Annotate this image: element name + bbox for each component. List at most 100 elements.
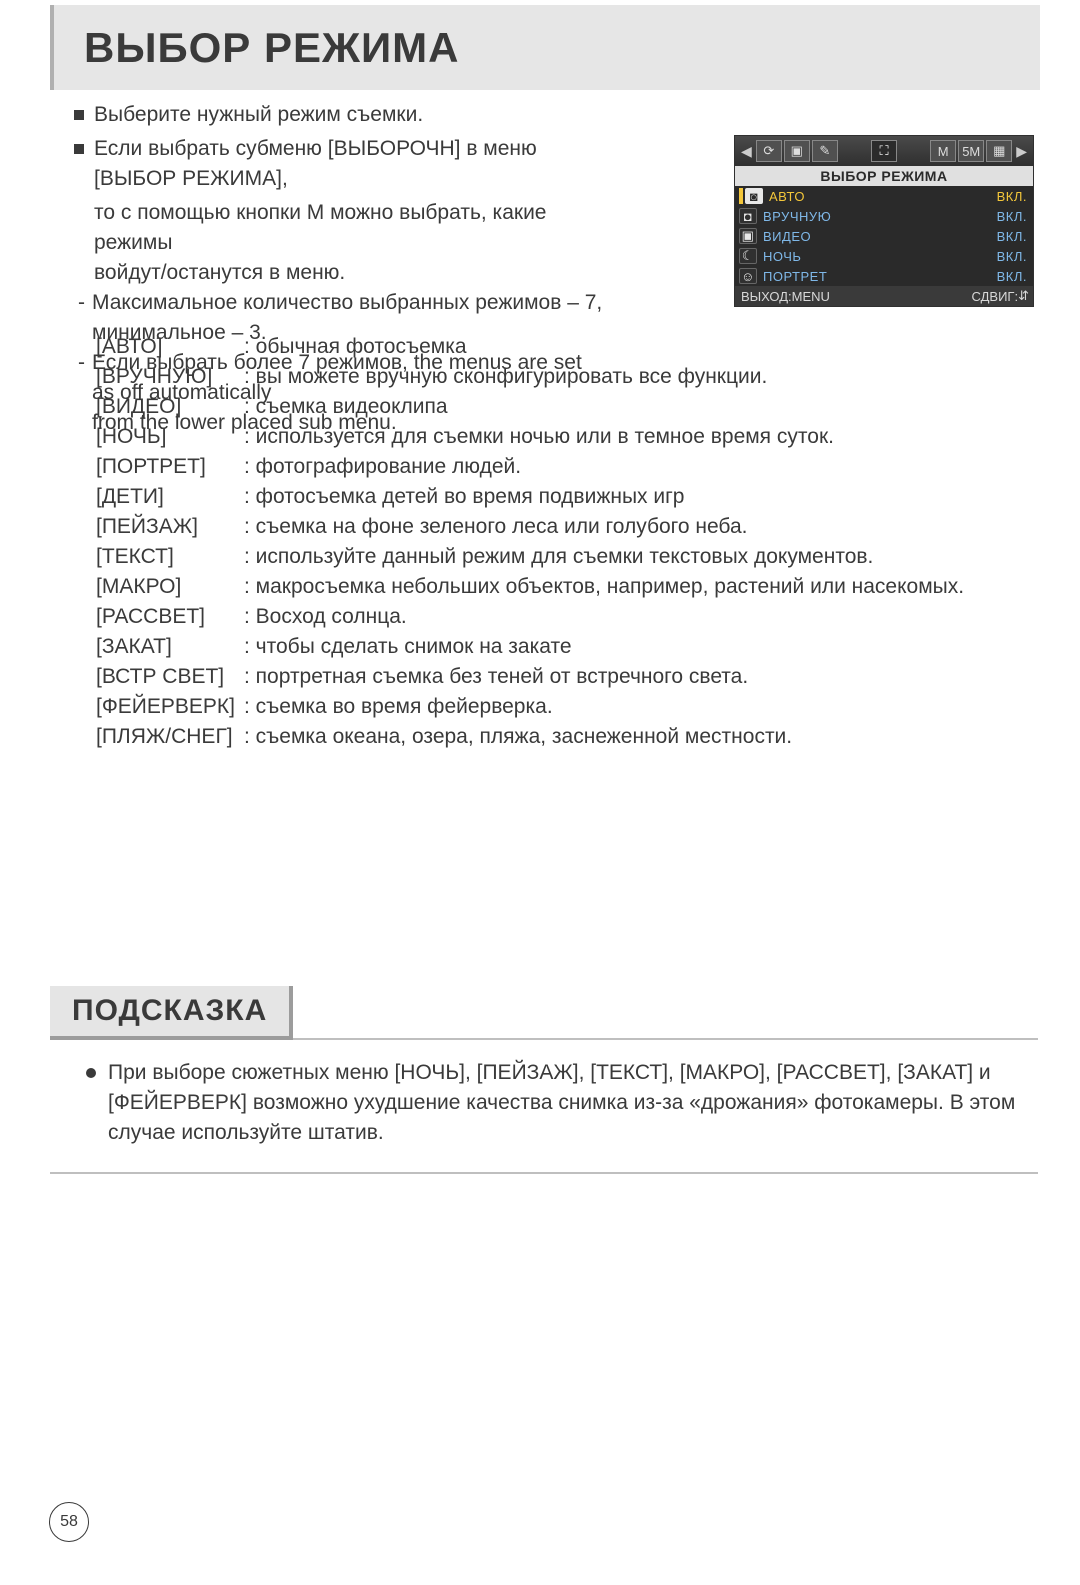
bullet-2: Если выбрать субменю [ВЫБОРОЧН] в меню [… <box>74 134 604 194</box>
osd-tab: ▣ <box>784 140 810 162</box>
mode-desc: : используйте данный режим для съемки те… <box>244 542 1016 572</box>
osd-row: ▣ ВИДЕОВКЛ. <box>735 226 1033 246</box>
osd-row: ◙ АВТОВКЛ. <box>735 186 1033 206</box>
mode-desc: : фотографирование людей. <box>244 452 1016 482</box>
osd-tab-selected: ⛶ <box>871 140 897 162</box>
mode-desc: : Восход солнца. <box>244 602 1016 632</box>
osd-tab: M <box>930 140 956 162</box>
mode-desc: : съемка во время фейерверка. <box>244 692 1016 722</box>
mode-row: [МАКРО]: макросъемка небольших объектов,… <box>96 572 1016 602</box>
osd-mode-icon: ◙ <box>745 188 763 204</box>
mode-desc: : съемка видеоклипа <box>244 392 1016 422</box>
bullet-2-text-c: войдут/останутся в меню. <box>94 258 604 288</box>
modes-list: [АВТО]: обычная фотосъемка[ВРУЧНУЮ]: вы … <box>96 332 1016 752</box>
hint-title: ПОДСКАЗКА <box>50 986 293 1040</box>
mode-desc: : фотосъемка детей во время подвижных иг… <box>244 482 1016 512</box>
mode-row: [ТЕКСТ]: используйте данный режим для съ… <box>96 542 1016 572</box>
osd-mode-icon: ☾ <box>739 248 757 264</box>
mode-row: [РАССВЕТ]: Восход солнца. <box>96 602 1016 632</box>
osd-header: ВЫБОР РЕЖИМА <box>735 166 1033 186</box>
mode-desc: : обычная фотосъемка <box>244 332 1016 362</box>
mode-desc: : съемка океана, озера, пляжа, заснеженн… <box>244 722 1016 752</box>
mode-term: [ДЕТИ] <box>96 482 244 512</box>
osd-footer: ВЫХОД:MENU СДВИГ: ⇵ <box>735 286 1033 306</box>
title-bar: ВЫБОР РЕЖИМА <box>50 5 1040 90</box>
mode-term: [МАКРО] <box>96 572 244 602</box>
mode-desc: : используется для съемки ночью или в те… <box>244 422 1016 452</box>
osd-footer-right: СДВИГ: <box>972 289 1019 304</box>
osd-row-value: ВКЛ. <box>997 249 1027 264</box>
osd-mode-icon: ◘ <box>739 208 757 224</box>
mode-term: [ВСТР СВЕТ] <box>96 662 244 692</box>
osd-mode-icon: ▣ <box>739 228 757 244</box>
dot-bullet-icon <box>86 1068 96 1078</box>
mode-desc: : макросъемка небольших объектов, наприм… <box>244 572 1016 602</box>
mode-term: [ВИДЕО] <box>96 392 244 422</box>
square-bullet-icon <box>74 144 84 154</box>
osd-left-arrow-icon: ◀ <box>739 143 754 160</box>
osd-row: ☺ ПОРТРЕТВКЛ. <box>735 266 1033 286</box>
mode-row: [ВРУЧНУЮ]: вы можете вручную сконфигурир… <box>96 362 1016 392</box>
hint-bullet: При выборе сюжетных меню [НОЧЬ], [ПЕЙЗАЖ… <box>86 1058 1028 1148</box>
page-number: 58 <box>49 1502 89 1542</box>
dash-icon: - <box>78 288 92 348</box>
osd-tab-bar: ◀ ⟳ ▣ ✎ ⛶ M 5M ▦ ▶ <box>735 136 1033 166</box>
dash-icon: - <box>78 348 92 408</box>
osd-row-value: ВКЛ. <box>997 209 1027 224</box>
mode-desc: : съемка на фоне зеленого леса или голуб… <box>244 512 1016 542</box>
osd-right-arrow-icon: ▶ <box>1014 143 1029 160</box>
mode-row: [ФЕЙЕРВЕРК]: съемка во время фейерверка. <box>96 692 1016 722</box>
osd-rows: ◙АВТОВКЛ.◘ВРУЧНУЮВКЛ.▣ВИДЕОВКЛ.☾НОЧЬВКЛ.… <box>735 186 1033 286</box>
camera-osd: ◀ ⟳ ▣ ✎ ⛶ M 5M ▦ ▶ ВЫБОР РЕЖИМА ◙АВТОВКЛ… <box>734 135 1034 307</box>
mode-term: [ПЕЙЗАЖ] <box>96 512 244 542</box>
mode-row: [НОЧЬ]: используется для съемки ночью ил… <box>96 422 1016 452</box>
mode-term: [ВРУЧНУЮ] <box>96 362 244 392</box>
osd-row-value: ВКЛ. <box>997 189 1027 204</box>
osd-row: ☾ НОЧЬВКЛ. <box>735 246 1033 266</box>
mode-desc: : чтобы сделать снимок на закате <box>244 632 1016 662</box>
mode-term: [НОЧЬ] <box>96 422 244 452</box>
mode-row: [ДЕТИ]: фотосъемка детей во время подвиж… <box>96 482 1016 512</box>
osd-row: ◘ ВРУЧНУЮВКЛ. <box>735 206 1033 226</box>
osd-mode-icon: ☺ <box>739 268 757 284</box>
hint-rule-bottom <box>50 1172 1038 1174</box>
bullet-2-text-a: Если выбрать субменю [ВЫБОРОЧН] в меню [… <box>94 134 604 194</box>
page: ВЫБОР РЕЖИМА Выберите нужный режим съемк… <box>0 0 1080 1585</box>
osd-row-name: АВТО <box>769 189 997 204</box>
osd-row-name: ВРУЧНУЮ <box>763 209 997 224</box>
osd-row-value: ВКЛ. <box>997 229 1027 244</box>
osd-tab: 5M <box>958 140 984 162</box>
mode-term: [РАССВЕТ] <box>96 602 244 632</box>
mode-desc: : вы можете вручную сконфигурировать все… <box>244 362 1016 392</box>
mode-row: [АВТО]: обычная фотосъемка <box>96 332 1016 362</box>
osd-tab: ⟳ <box>756 140 782 162</box>
hint-text: При выборе сюжетных меню [НОЧЬ], [ПЕЙЗАЖ… <box>108 1058 1028 1148</box>
osd-tab: ▦ <box>986 140 1012 162</box>
osd-row-value: ВКЛ. <box>997 269 1027 284</box>
osd-tab: ✎ <box>812 140 838 162</box>
page-title: ВЫБОР РЕЖИМА <box>84 24 459 72</box>
osd-footer-left: ВЫХОД:MENU <box>741 289 972 304</box>
mode-term: [АВТО] <box>96 332 244 362</box>
osd-row-name: ВИДЕО <box>763 229 997 244</box>
mode-term: [ТЕКСТ] <box>96 542 244 572</box>
mode-row: [ПЛЯЖ/СНЕГ]: съемка океана, озера, пляжа… <box>96 722 1016 752</box>
bullet-2-text-b: то с помощью кнопки M можно выбрать, как… <box>94 198 604 258</box>
mode-term: [ФЕЙЕРВЕРК] <box>96 692 244 722</box>
osd-row-name: ПОРТРЕТ <box>763 269 997 284</box>
bullet-1-text: Выберите нужный режим съемки. <box>94 100 604 130</box>
bullet-1: Выберите нужный режим съемки. <box>74 100 604 130</box>
hint-box: ПОДСКАЗКА При выборе сюжетных меню [НОЧЬ… <box>50 986 1038 1174</box>
mode-row: [ПЕЙЗАЖ]: съемка на фоне зеленого леса и… <box>96 512 1016 542</box>
mode-row: [ВИДЕО]: съемка видеоклипа <box>96 392 1016 422</box>
mode-row: [ЗАКАТ]: чтобы сделать снимок на закате <box>96 632 1016 662</box>
mode-term: [ПЛЯЖ/СНЕГ] <box>96 722 244 752</box>
osd-arrows-icon: ⇵ <box>1018 288 1027 304</box>
mode-row: [ПОРТРЕТ]: фотографирование людей. <box>96 452 1016 482</box>
mode-term: [ПОРТРЕТ] <box>96 452 244 482</box>
mode-row: [ВСТР СВЕТ]: портретная съемка без теней… <box>96 662 1016 692</box>
osd-row-name: НОЧЬ <box>763 249 997 264</box>
hint-body: При выборе сюжетных меню [НОЧЬ], [ПЕЙЗАЖ… <box>50 1040 1038 1172</box>
mode-term: [ЗАКАТ] <box>96 632 244 662</box>
square-bullet-icon <box>74 110 84 120</box>
